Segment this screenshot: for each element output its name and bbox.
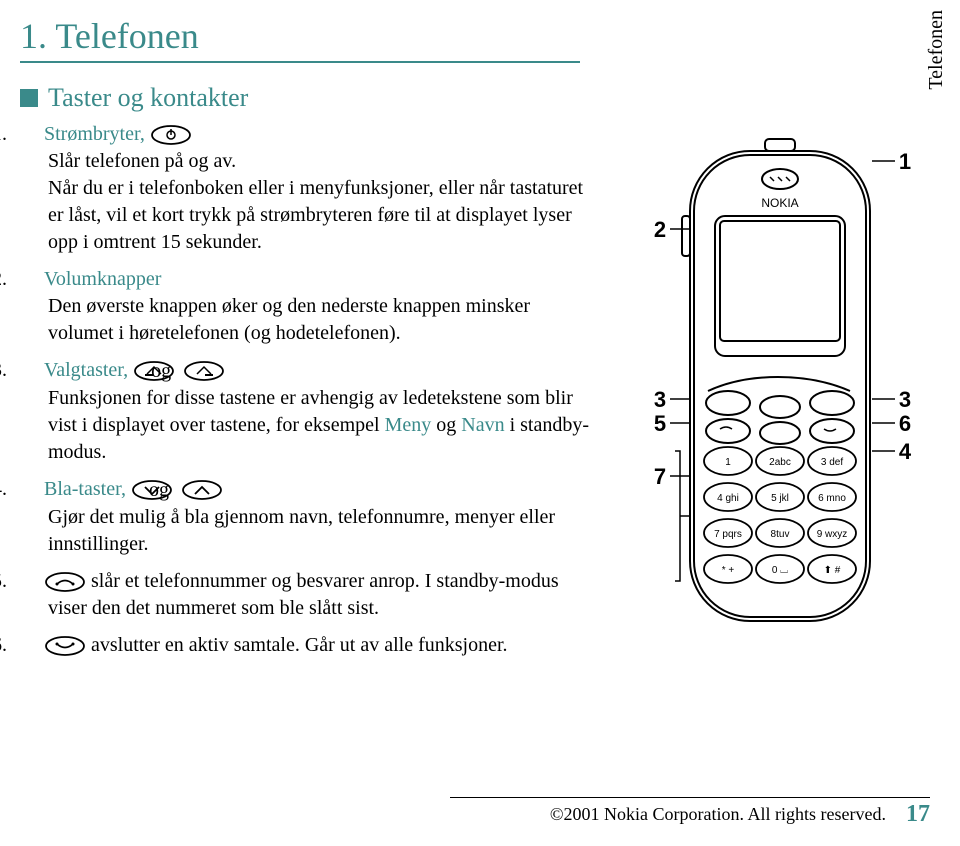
chapter-number: 1. bbox=[20, 16, 47, 56]
item-label: Volumknapper bbox=[44, 268, 161, 290]
page-footer: ©2001 Nokia Corporation. All rights rese… bbox=[550, 801, 930, 828]
item-label: Bla-taster, bbox=[44, 478, 126, 500]
item-number: 4. bbox=[20, 476, 44, 503]
svg-text:3 def: 3 def bbox=[821, 457, 843, 468]
svg-text:6 mno: 6 mno bbox=[818, 493, 846, 504]
svg-text:3: 3 bbox=[899, 387, 911, 412]
item-body-text: Når du er i telefonboken eller i menyfun… bbox=[48, 175, 600, 256]
svg-text:2abc: 2abc bbox=[769, 457, 791, 468]
svg-text:7: 7 bbox=[654, 464, 666, 489]
item-head: 5. slår et telefonnummer og besvarer anr… bbox=[48, 568, 600, 622]
svg-text:9 wxyz: 9 wxyz bbox=[817, 529, 848, 540]
item-body-text: Slår telefonen på og av. bbox=[48, 148, 600, 175]
svg-text:⬆ #: ⬆ # bbox=[824, 565, 841, 576]
item-label: Strømbryter, bbox=[44, 123, 145, 145]
svg-text:2: 2 bbox=[654, 217, 666, 242]
call-key-icon bbox=[44, 571, 86, 593]
list-item: 6. avslutter en aktiv samtale. Går ut av… bbox=[20, 632, 600, 659]
svg-text:4 ghi: 4 ghi bbox=[717, 493, 739, 504]
item-head: 6. avslutter en aktiv samtale. Går ut av… bbox=[48, 632, 600, 659]
copyright-text: ©2001 Nokia Corporation. All rights rese… bbox=[550, 804, 886, 825]
text-column: 1.Strømbryter, Slår telefonen på og av.N… bbox=[20, 121, 600, 669]
svg-text:3: 3 bbox=[654, 387, 666, 412]
side-tab: Telefonen bbox=[925, 10, 948, 90]
svg-text:5 jkl: 5 jkl bbox=[771, 493, 789, 504]
page-number: 17 bbox=[906, 801, 930, 828]
section-header: Taster og kontakter bbox=[20, 83, 930, 113]
item-head: 4.Bla-taster, og bbox=[48, 476, 600, 504]
item-number: 3. bbox=[20, 357, 44, 384]
svg-text:8tuv: 8tuv bbox=[771, 529, 790, 540]
svg-text:1: 1 bbox=[725, 457, 731, 468]
item-body-text: slår et telefonnummer og besvarer anrop.… bbox=[48, 570, 559, 619]
softright-key-icon bbox=[183, 360, 225, 382]
item-number: 6. bbox=[20, 632, 44, 659]
list-item: 2.Volumknapper Den øverste knappen øker … bbox=[20, 266, 600, 347]
svg-text:1: 1 bbox=[899, 149, 911, 174]
item-label: Valgtaster, bbox=[44, 359, 128, 381]
section-title: Taster og kontakter bbox=[48, 83, 248, 113]
item-head: 3.Valgtaster, og bbox=[48, 357, 600, 385]
list-item: 3.Valgtaster, og Funksjonen for disse ta… bbox=[20, 357, 600, 466]
item-number: 1. bbox=[20, 121, 44, 148]
item-number: 5. bbox=[20, 568, 44, 595]
item-body-text: avslutter en aktiv samtale. Går ut av al… bbox=[91, 634, 508, 656]
item-head: 2.Volumknapper bbox=[48, 266, 600, 293]
list-item: 1.Strømbryter, Slår telefonen på og av.N… bbox=[20, 121, 600, 256]
chapter-name: Telefonen bbox=[55, 16, 198, 56]
svg-text:* +: * + bbox=[722, 565, 735, 576]
svg-text:NOKIA: NOKIA bbox=[761, 196, 798, 210]
end-key-icon bbox=[44, 635, 86, 657]
item-body-text: Den øverste knappen øker og den nederste… bbox=[48, 293, 600, 347]
item-body-text: Funksjonen for disse tastene er avhengig… bbox=[48, 385, 600, 466]
list-item: 5. slår et telefonnummer og besvarer anr… bbox=[20, 568, 600, 622]
item-number: 2. bbox=[20, 266, 44, 293]
footer-rule bbox=[450, 797, 930, 798]
svg-text:5: 5 bbox=[654, 411, 666, 436]
phone-diagram: NOKIA bbox=[620, 121, 930, 669]
power-key-icon bbox=[150, 124, 192, 146]
item-body-text: Gjør det mulig å bla gjennom navn, telef… bbox=[48, 504, 600, 558]
svg-text:4: 4 bbox=[899, 439, 912, 464]
svg-text:6: 6 bbox=[899, 411, 911, 436]
up-key-icon bbox=[181, 479, 223, 501]
svg-text:0 ⌴: 0 ⌴ bbox=[772, 565, 788, 576]
item-head: 1.Strømbryter, bbox=[48, 121, 600, 148]
svg-text:7 pqrs: 7 pqrs bbox=[714, 529, 742, 540]
section-bullet-icon bbox=[20, 89, 38, 107]
list-item: 4.Bla-taster, og Gjør det mulig å bla gj… bbox=[20, 476, 600, 558]
chapter-title: 1. Telefonen bbox=[20, 15, 580, 63]
